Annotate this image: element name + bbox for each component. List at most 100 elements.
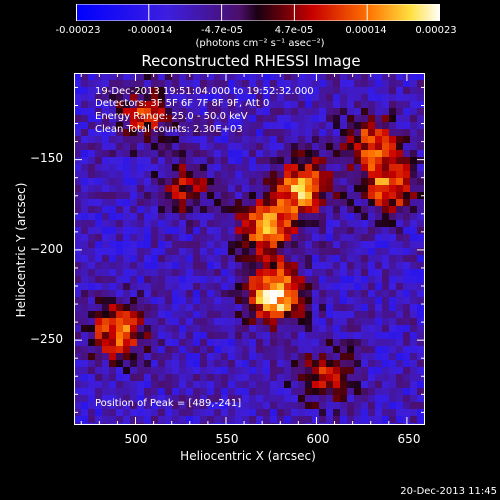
- heatmap-cell: [165, 290, 173, 298]
- heatmap-cell: [172, 164, 180, 172]
- heatmap-cell: [298, 94, 306, 102]
- heatmap-cell: [221, 94, 229, 102]
- heatmap-cell: [347, 388, 355, 396]
- heatmap-cell: [263, 101, 271, 109]
- heatmap-cell: [403, 269, 411, 277]
- heatmap-cell: [277, 388, 285, 396]
- heatmap-cell: [368, 220, 376, 228]
- heatmap-cell: [214, 374, 222, 382]
- heatmap-cell: [137, 367, 145, 375]
- heatmap-cell: [242, 241, 250, 249]
- heatmap-cell: [214, 276, 222, 284]
- heatmap-cell: [172, 381, 180, 389]
- heatmap-cell: [165, 94, 173, 102]
- heatmap-cell: [158, 304, 166, 312]
- heatmap-cell: [354, 381, 362, 389]
- heatmap-cell: [389, 374, 397, 382]
- heatmap-cell: [116, 395, 124, 403]
- heatmap-cell: [256, 178, 264, 186]
- heatmap-cell: [123, 346, 131, 354]
- heatmap-cell: [284, 395, 292, 403]
- heatmap-cell: [88, 332, 96, 340]
- heatmap-cell: [207, 283, 215, 291]
- heatmap-cell: [165, 206, 173, 214]
- heatmap-cell: [340, 171, 348, 179]
- heatmap-cell: [347, 108, 355, 116]
- heatmap-cell: [123, 318, 131, 326]
- heatmap-cell: [361, 311, 369, 319]
- heatmap-cell: [88, 297, 96, 305]
- heatmap-cell: [263, 199, 271, 207]
- heatmap-cell: [158, 332, 166, 340]
- heatmap-cell: [382, 353, 390, 361]
- heatmap-cell: [158, 297, 166, 305]
- heatmap-cell: [263, 220, 271, 228]
- heatmap-cell: [305, 199, 313, 207]
- heatmap-cell: [102, 122, 110, 130]
- heatmap-cell: [151, 227, 159, 235]
- colorbar-tick-label: 0.00014: [345, 25, 387, 36]
- heatmap-cell: [361, 150, 369, 158]
- heatmap-cell: [347, 122, 355, 130]
- heatmap-cell: [123, 353, 131, 361]
- heatmap-cell: [116, 150, 124, 158]
- heatmap-cell: [417, 276, 425, 284]
- heatmap-cell: [410, 346, 418, 354]
- heatmap-cell: [312, 374, 320, 382]
- heatmap-cell: [109, 374, 117, 382]
- heatmap-cell: [284, 80, 292, 88]
- heatmap-cell: [144, 115, 152, 123]
- heatmap-cell: [305, 143, 313, 151]
- heatmap-cell: [221, 220, 229, 228]
- heatmap-cell: [158, 241, 166, 249]
- heatmap-cell: [130, 283, 138, 291]
- heatmap-cell: [214, 171, 222, 179]
- heatmap-cell: [298, 234, 306, 242]
- heatmap-cell: [270, 346, 278, 354]
- heatmap-cell: [270, 395, 278, 403]
- heatmap-cell: [361, 164, 369, 172]
- heatmap-cell: [81, 192, 89, 200]
- heatmap-cell: [151, 143, 159, 151]
- heatmap-cell: [389, 80, 397, 88]
- heatmap-cell: [256, 206, 264, 214]
- heatmap-cell: [221, 381, 229, 389]
- heatmap-cell: [249, 416, 257, 424]
- heatmap-cell: [375, 262, 383, 270]
- heatmap-cell: [228, 241, 236, 249]
- heatmap-cell: [102, 353, 110, 361]
- heatmap-cell: [249, 136, 257, 144]
- heatmap-cell: [151, 290, 159, 298]
- heatmap-cell: [284, 94, 292, 102]
- heatmap-cell: [368, 115, 376, 123]
- heatmap-cell: [263, 185, 271, 193]
- heatmap-cell: [151, 87, 159, 95]
- heatmap-cell: [417, 213, 425, 221]
- heatmap-cell: [130, 157, 138, 165]
- heatmap-cell: [193, 157, 201, 165]
- heatmap-cell: [186, 416, 194, 424]
- heatmap-cell: [284, 255, 292, 263]
- heatmap-cell: [109, 220, 117, 228]
- heatmap-cell: [88, 73, 96, 81]
- heatmap-cell: [284, 199, 292, 207]
- heatmap-cell: [123, 416, 131, 424]
- heatmap-cell: [221, 80, 229, 88]
- heatmap-cell: [389, 311, 397, 319]
- heatmap-cell: [137, 409, 145, 417]
- heatmap-cell: [109, 143, 117, 151]
- heatmap-cell: [284, 129, 292, 137]
- heatmap-cell: [137, 402, 145, 410]
- heatmap-cell: [410, 192, 418, 200]
- heatmap-cell: [256, 353, 264, 361]
- heatmap-cell: [172, 311, 180, 319]
- heatmap-cell: [158, 80, 166, 88]
- heatmap-cell: [361, 136, 369, 144]
- heatmap-cell: [375, 115, 383, 123]
- heatmap-cell: [298, 395, 306, 403]
- heatmap-cell: [74, 290, 82, 298]
- heatmap-cell: [256, 192, 264, 200]
- heatmap-cell: [368, 262, 376, 270]
- heatmap-cell: [242, 332, 250, 340]
- heatmap-cell: [88, 129, 96, 137]
